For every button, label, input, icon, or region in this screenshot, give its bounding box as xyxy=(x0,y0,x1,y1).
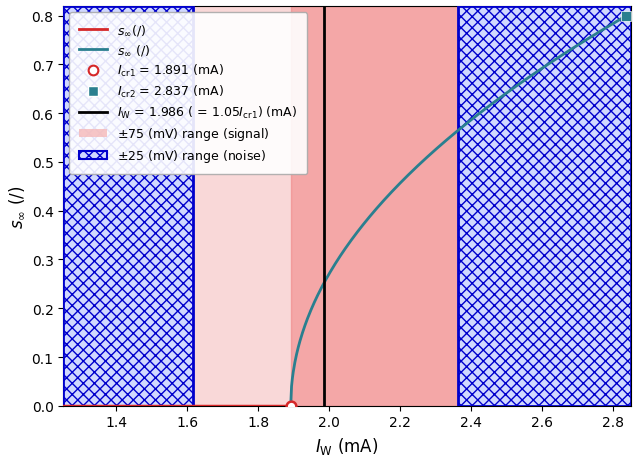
Y-axis label: $s_{\infty}$ (/): $s_{\infty}$ (/) xyxy=(7,185,26,228)
Bar xyxy=(63,7,193,406)
X-axis label: $I_{\mathrm{W}}$ (mA): $I_{\mathrm{W}}$ (mA) xyxy=(315,435,379,456)
Bar xyxy=(458,7,631,406)
Bar xyxy=(193,7,458,406)
Legend: $s_{\infty}$(/), $s_{\infty}$ (/), $I_{\rm cr1}$ = 1.891 (mA), $I_{\rm cr2}$ = 2: $s_{\infty}$(/), $s_{\infty}$ (/), $I_{\… xyxy=(70,13,308,175)
Bar xyxy=(458,7,631,406)
Bar xyxy=(63,7,193,406)
Bar xyxy=(291,7,627,406)
